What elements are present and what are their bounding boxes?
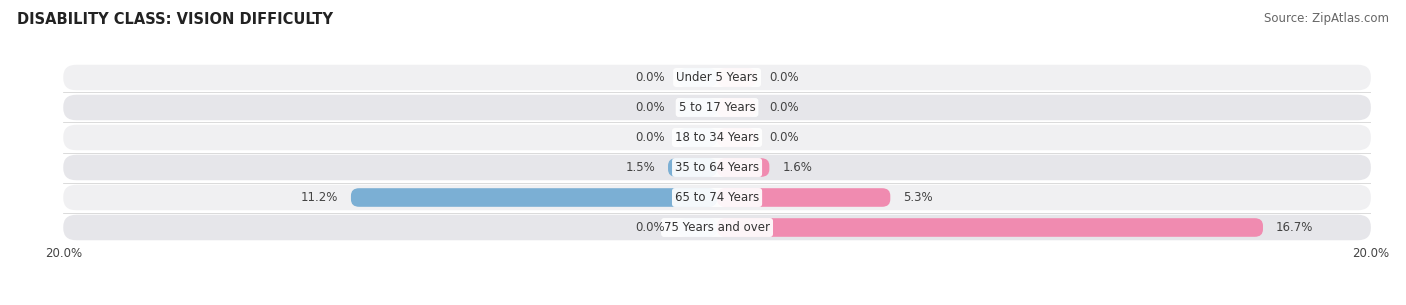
FancyBboxPatch shape xyxy=(678,218,717,237)
FancyBboxPatch shape xyxy=(717,68,756,87)
FancyBboxPatch shape xyxy=(717,128,756,147)
Text: Under 5 Years: Under 5 Years xyxy=(676,71,758,84)
Text: 18 to 34 Years: 18 to 34 Years xyxy=(675,131,759,144)
FancyBboxPatch shape xyxy=(352,188,717,207)
FancyBboxPatch shape xyxy=(678,98,717,117)
Text: DISABILITY CLASS: VISION DIFFICULTY: DISABILITY CLASS: VISION DIFFICULTY xyxy=(17,12,333,27)
FancyBboxPatch shape xyxy=(63,185,1371,210)
FancyBboxPatch shape xyxy=(678,128,717,147)
FancyBboxPatch shape xyxy=(63,95,1371,120)
Text: 0.0%: 0.0% xyxy=(769,71,799,84)
Text: 5 to 17 Years: 5 to 17 Years xyxy=(679,101,755,114)
Text: 0.0%: 0.0% xyxy=(636,131,665,144)
Text: 1.5%: 1.5% xyxy=(626,161,655,174)
FancyBboxPatch shape xyxy=(717,188,890,207)
FancyBboxPatch shape xyxy=(717,98,756,117)
Text: 16.7%: 16.7% xyxy=(1277,221,1313,234)
FancyBboxPatch shape xyxy=(668,158,717,177)
FancyBboxPatch shape xyxy=(717,158,769,177)
FancyBboxPatch shape xyxy=(63,125,1371,150)
FancyBboxPatch shape xyxy=(63,155,1371,180)
Text: Source: ZipAtlas.com: Source: ZipAtlas.com xyxy=(1264,12,1389,25)
Text: 65 to 74 Years: 65 to 74 Years xyxy=(675,191,759,204)
Text: 0.0%: 0.0% xyxy=(636,71,665,84)
FancyBboxPatch shape xyxy=(63,215,1371,240)
Text: 0.0%: 0.0% xyxy=(769,101,799,114)
Text: 0.0%: 0.0% xyxy=(636,101,665,114)
Text: 75 Years and over: 75 Years and over xyxy=(664,221,770,234)
FancyBboxPatch shape xyxy=(63,65,1371,90)
Text: 0.0%: 0.0% xyxy=(769,131,799,144)
Text: 1.6%: 1.6% xyxy=(782,161,813,174)
FancyBboxPatch shape xyxy=(678,68,717,87)
Text: 5.3%: 5.3% xyxy=(904,191,934,204)
Text: 35 to 64 Years: 35 to 64 Years xyxy=(675,161,759,174)
Text: 0.0%: 0.0% xyxy=(636,221,665,234)
FancyBboxPatch shape xyxy=(717,218,1263,237)
Text: 11.2%: 11.2% xyxy=(301,191,337,204)
